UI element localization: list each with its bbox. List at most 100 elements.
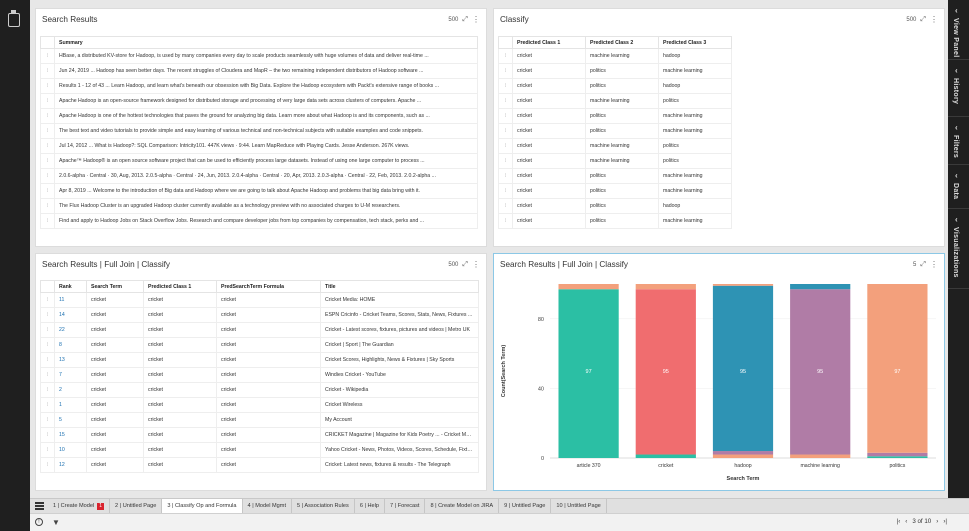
filter-icon[interactable]: ▼ <box>52 518 60 527</box>
page-tab[interactable]: 3 | Classify Op and Formula <box>162 499 243 513</box>
row-handle-icon[interactable]: ⁞ <box>40 108 55 124</box>
first-page-icon[interactable]: |‹ <box>896 518 901 525</box>
row-handle-icon[interactable]: ⁞ <box>498 93 513 109</box>
row-handle-icon[interactable]: ⁞ <box>40 78 55 94</box>
table-row[interactable]: ⁞ HBase, a distributed KV-store for Hadoo… <box>40 48 478 64</box>
column-header[interactable]: Summary <box>54 36 478 49</box>
row-handle-icon[interactable]: ⁞ <box>40 457 55 473</box>
table-row[interactable]: ⁞ cricket politics machine learning <box>498 213 732 229</box>
column-header[interactable]: Title <box>320 280 479 293</box>
row-handle-icon[interactable]: ⁞ <box>40 442 55 458</box>
table-row[interactable]: ⁞ cricket politics machine learning <box>498 63 732 79</box>
row-handle-icon[interactable]: ⁞ <box>498 138 513 154</box>
table-row[interactable]: ⁞ 15 cricket cricket cricket CRICKET Magazine… <box>40 427 479 443</box>
expand-icon[interactable]: ⤢ <box>462 261 468 268</box>
table-row[interactable]: ⁞ cricket machine learning hadoop <box>498 48 732 64</box>
rail-tab-filters[interactable]: ‹ Filters <box>948 117 969 165</box>
table-row[interactable]: ⁞ cricket politics machine learning <box>498 168 732 184</box>
row-handle-icon[interactable]: ⁞ <box>40 48 55 64</box>
table-row[interactable]: ⁞ cricket politics machine learning <box>498 183 732 199</box>
table-row[interactable]: ⁞ Results 1 - 12 of 43 ... Learn Hadoop, … <box>40 78 478 94</box>
table-row[interactable]: ⁞ Find and apply to Hadoop Jobs on Stack … <box>40 213 478 229</box>
table-row[interactable]: ⁞ 14 cricket cricket cricket ESPN Cricinfo - … <box>40 307 479 323</box>
row-handle-icon[interactable]: ⁞ <box>40 337 55 353</box>
table-row[interactable]: ⁞ The best text and video tutorials to pr… <box>40 123 478 139</box>
table-row[interactable]: ⁞ 11 cricket cricket cricket Cricket Media: H… <box>40 292 479 308</box>
table-row[interactable]: ⁞ cricket machine learning politics <box>498 138 732 154</box>
row-handle-icon[interactable]: ⁞ <box>40 183 55 199</box>
clipboard-icon[interactable] <box>8 10 20 27</box>
table-row[interactable]: ⁞ 7 cricket cricket cricket Windies Cricket -… <box>40 367 479 383</box>
table-row[interactable]: ⁞ 1 cricket cricket cricket Cricket Wireless <box>40 397 479 413</box>
table-row[interactable]: ⁞ Apache Hadoop is an open-source framewo… <box>40 93 478 109</box>
column-header[interactable]: Predicted Class 1 <box>143 280 217 293</box>
row-handle-icon[interactable]: ⁞ <box>498 123 513 139</box>
row-handle-icon[interactable]: ⁞ <box>40 153 55 169</box>
page-tab[interactable]: 2 | Untitled Page <box>110 499 163 513</box>
row-handle-icon[interactable]: ⁞ <box>498 183 513 199</box>
column-header[interactable]: PredSearchTerm Formula <box>216 280 321 293</box>
page-tab[interactable]: 8 | Create Model on JIRA <box>425 499 500 513</box>
prev-page-icon[interactable]: ‹ <box>905 518 908 525</box>
table-row[interactable]: ⁞ 2.0.6-alpha · Central · 30, Aug, 2013. … <box>40 168 478 184</box>
row-handle-icon[interactable]: ⁞ <box>40 307 55 323</box>
row-handle-icon[interactable]: ⁞ <box>498 198 513 214</box>
table-row[interactable]: ⁞ 22 cricket cricket cricket Cricket - Latest… <box>40 322 479 338</box>
table-row[interactable]: ⁞ cricket machine learning politics <box>498 153 732 169</box>
row-handle-icon[interactable]: ⁞ <box>40 397 55 413</box>
rail-tab-data[interactable]: ‹ Data <box>948 165 969 209</box>
page-tab[interactable]: 9 | Untitled Page <box>499 499 552 513</box>
row-handle-icon[interactable]: ⁞ <box>40 382 55 398</box>
page-tab[interactable]: 7 | Forecast <box>385 499 426 513</box>
row-handle-icon[interactable]: ⁞ <box>40 322 55 338</box>
expand-icon[interactable]: ⤢ <box>462 16 468 23</box>
row-handle-icon[interactable]: ⁞ <box>40 367 55 383</box>
more-icon[interactable]: ⋮ <box>930 15 938 24</box>
more-icon[interactable]: ⋮ <box>930 260 938 269</box>
row-handle-icon[interactable]: ⁞ <box>498 108 513 124</box>
column-header[interactable]: Predicted Class 3 <box>658 36 732 49</box>
info-icon[interactable]: ! <box>35 518 43 526</box>
rail-tab-view-panel[interactable]: ‹ View Panel <box>948 0 969 60</box>
row-handle-icon[interactable]: ⁞ <box>498 153 513 169</box>
table-row[interactable]: ⁞ The Flux Hadoop Cluster is an upgraded … <box>40 198 478 214</box>
rail-tab-history[interactable]: ‹ History <box>948 60 969 117</box>
row-handle-icon[interactable]: ⁞ <box>498 213 513 229</box>
page-tab[interactable]: 4 | Model Mgmt <box>243 499 292 513</box>
column-header[interactable]: Search Term <box>86 280 144 293</box>
row-handle-icon[interactable]: ⁞ <box>40 123 55 139</box>
page-tab[interactable]: 6 | Help <box>355 499 386 513</box>
row-handle-icon[interactable]: ⁞ <box>498 48 513 64</box>
table-row[interactable]: ⁞ 13 cricket cricket cricket Cricket Scores, … <box>40 352 479 368</box>
column-header[interactable]: Predicted Class 2 <box>585 36 659 49</box>
row-handle-icon[interactable]: ⁞ <box>40 138 55 154</box>
table-row[interactable]: ⁞ Apache Hadoop is one of the hottest tec… <box>40 108 478 124</box>
table-row[interactable]: ⁞ cricket politics machine learning <box>498 108 732 124</box>
table-row[interactable]: ⁞ Jul 14, 2012 ... What is Hadoop?: SQL C… <box>40 138 478 154</box>
row-handle-icon[interactable]: ⁞ <box>40 427 55 443</box>
column-header[interactable]: Rank <box>54 280 87 293</box>
row-handle-icon[interactable]: ⁞ <box>40 63 55 79</box>
page-tab[interactable]: 10 | Untitled Page <box>551 499 607 513</box>
hamburger-menu-icon[interactable] <box>30 499 48 513</box>
more-icon[interactable]: ⋮ <box>472 260 480 269</box>
table-row[interactable]: ⁞ cricket machine learning politics <box>498 93 732 109</box>
expand-icon[interactable]: ⤢ <box>920 261 926 268</box>
row-handle-icon[interactable]: ⁞ <box>40 93 55 109</box>
table-row[interactable]: ⁞ 12 cricket cricket cricket Cricket: Latest … <box>40 457 479 473</box>
table-row[interactable]: ⁞ 8 cricket cricket cricket Cricket | Sport |… <box>40 337 479 353</box>
next-page-icon[interactable]: › <box>936 518 939 525</box>
page-tab[interactable]: 1 | Create Model 1 <box>48 499 111 513</box>
row-handle-icon[interactable]: ⁞ <box>40 352 55 368</box>
rail-tab-visualizations[interactable]: ‹ Visualizations <box>948 209 969 289</box>
table-row[interactable]: ⁞ cricket politics hadoop <box>498 78 732 94</box>
row-handle-icon[interactable]: ⁞ <box>498 78 513 94</box>
expand-icon[interactable]: ⤢ <box>920 16 926 23</box>
page-tab[interactable]: 5 | Association Rules <box>292 499 355 513</box>
column-header[interactable]: Predicted Class 1 <box>512 36 586 49</box>
more-icon[interactable]: ⋮ <box>472 15 480 24</box>
row-handle-icon[interactable]: ⁞ <box>40 412 55 428</box>
row-handle-icon[interactable]: ⁞ <box>40 168 55 184</box>
table-row[interactable]: ⁞ 5 cricket cricket cricket My Account <box>40 412 479 428</box>
table-row[interactable]: ⁞ Jun 24, 2019 ... Hadoop has seen better… <box>40 63 478 79</box>
